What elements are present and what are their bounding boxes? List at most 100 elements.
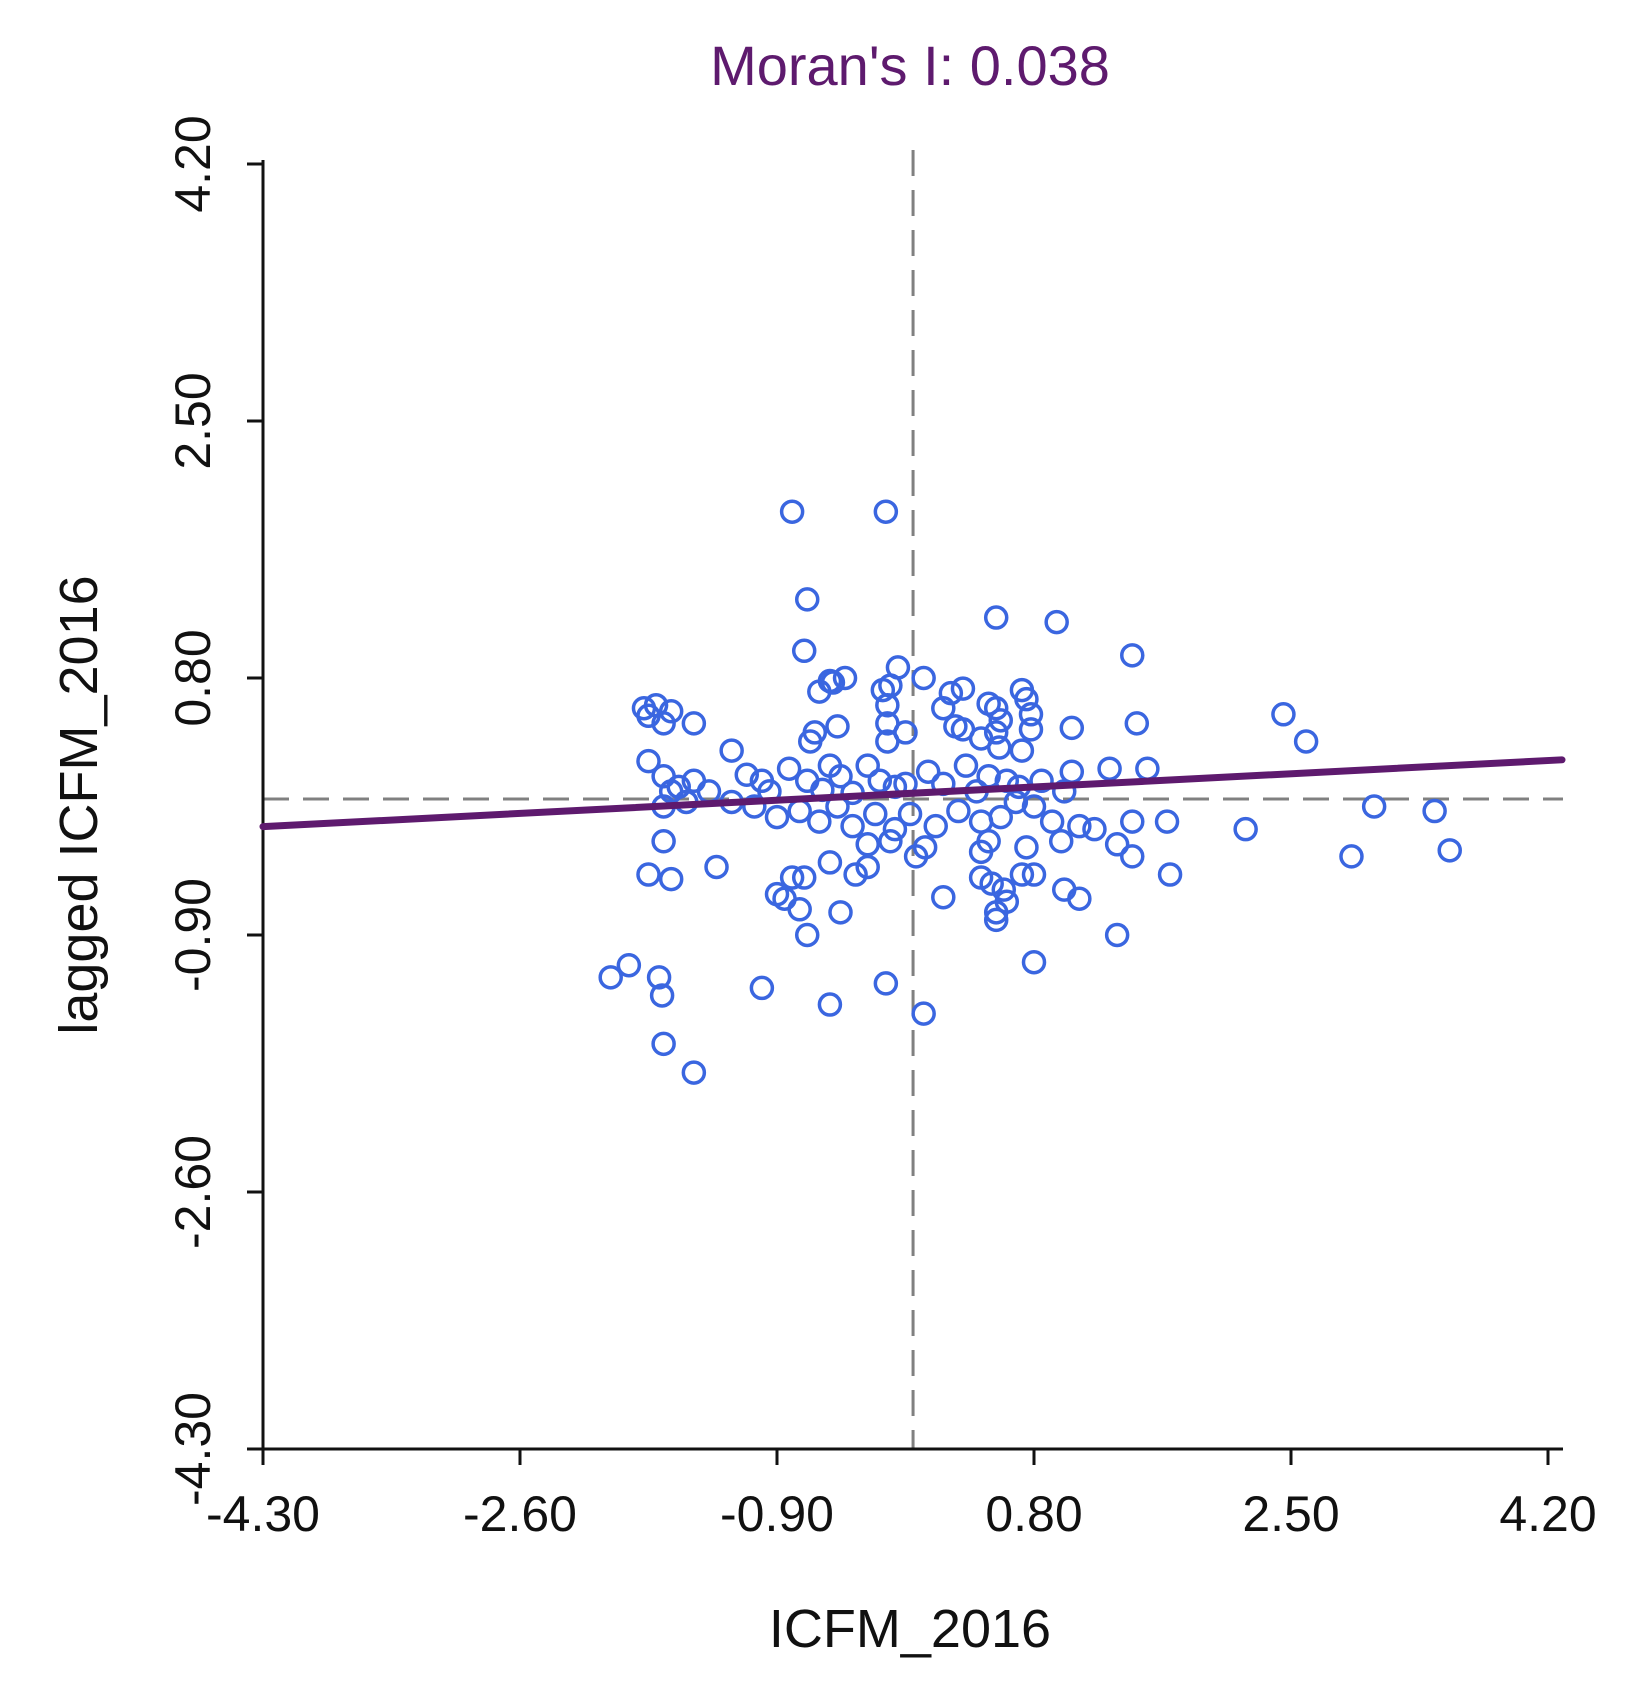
- data-point: [817, 850, 843, 875]
- data-point: [855, 854, 880, 880]
- data-point: [1018, 717, 1044, 742]
- data-point: [873, 971, 899, 996]
- data-point: [787, 897, 812, 922]
- y-tick-label: -0.90: [165, 878, 221, 992]
- data-point: [704, 854, 729, 880]
- data-point: [1104, 922, 1130, 948]
- data-point: [855, 753, 880, 778]
- data-point: [681, 711, 707, 736]
- data-point: [867, 768, 893, 794]
- data-point: [1120, 844, 1145, 869]
- data-point: [1067, 813, 1092, 839]
- data-point: [1059, 759, 1085, 784]
- data-point: [651, 829, 676, 854]
- data-point: [807, 809, 832, 834]
- y-axis-title: lagged ICFM_2016: [49, 575, 109, 1034]
- data-point: [787, 798, 812, 824]
- data-point: [1029, 768, 1054, 794]
- data-point: [983, 605, 1009, 630]
- data-point: [616, 952, 642, 978]
- data-point: [983, 907, 1009, 933]
- data-point: [840, 813, 865, 839]
- data-point: [875, 711, 900, 736]
- data-point: [1021, 794, 1047, 819]
- x-tick-label: 0.80: [985, 1486, 1082, 1542]
- data-point: [911, 1001, 936, 1026]
- x-tick-label: -0.90: [720, 1486, 834, 1542]
- data-point: [1124, 711, 1150, 736]
- data-point: [931, 695, 956, 721]
- data-point: [807, 679, 832, 704]
- data-point: [828, 764, 853, 789]
- data-point: [991, 877, 1017, 902]
- chart-title: Moran's I: 0.038: [710, 34, 1110, 97]
- data-point: [779, 499, 805, 524]
- data-point: [953, 753, 979, 778]
- data-point: [988, 708, 1013, 733]
- data-point: [798, 729, 823, 754]
- data-point: [875, 729, 900, 754]
- data-point: [828, 900, 853, 925]
- data-point: [873, 499, 899, 524]
- data-points: [598, 499, 1462, 1085]
- data-point: [1048, 829, 1074, 854]
- x-tick-label: 2.50: [1242, 1486, 1339, 1542]
- mean-lines: [263, 150, 1563, 1449]
- data-point: [968, 809, 994, 834]
- data-point: [734, 762, 760, 788]
- data-point: [976, 829, 1001, 854]
- x-axis-title: ICFM_2016: [769, 1599, 1051, 1659]
- data-point: [875, 692, 900, 718]
- x-tick-label: -2.60: [463, 1486, 577, 1542]
- y-tick-label: 2.50: [165, 372, 221, 469]
- y-tick-label: 0.80: [165, 629, 221, 726]
- data-point: [1082, 816, 1107, 842]
- data-point: [863, 801, 888, 827]
- data-point: [825, 714, 850, 739]
- y-tick-label: -2.60: [165, 1135, 221, 1249]
- data-point: [1021, 949, 1047, 975]
- data-point: [1422, 798, 1447, 824]
- data-point: [1018, 702, 1044, 727]
- data-point: [1361, 794, 1387, 819]
- data-point: [1014, 835, 1039, 860]
- data-point: [979, 871, 1004, 896]
- data-point: [779, 865, 805, 890]
- data-point: [1120, 643, 1145, 668]
- data-point: [749, 975, 775, 1001]
- data-point: [776, 756, 802, 781]
- data-point: [912, 835, 938, 860]
- data-point: [646, 965, 672, 990]
- data-point: [832, 665, 858, 691]
- data-point: [636, 862, 661, 887]
- data-point: [1120, 809, 1145, 834]
- data-point: [843, 862, 868, 887]
- data-point: [1044, 609, 1069, 635]
- data-point: [1009, 738, 1035, 763]
- data-point: [983, 695, 1009, 721]
- data-point: [882, 816, 908, 842]
- data-point: [794, 587, 820, 612]
- data-point: [742, 794, 767, 819]
- data-point: [651, 711, 676, 736]
- data-point: [598, 965, 623, 990]
- data-point: [946, 798, 971, 824]
- x-tick-label: -4.30: [206, 1486, 320, 1542]
- data-point: [983, 720, 1009, 745]
- data-point: [1437, 838, 1462, 863]
- data-point: [636, 748, 661, 774]
- data-point: [794, 922, 820, 948]
- data-point: [649, 983, 675, 1008]
- data-point: [911, 665, 936, 691]
- data-point: [631, 695, 657, 721]
- data-point: [1293, 729, 1319, 754]
- data-point: [1009, 862, 1035, 887]
- data-point: [658, 866, 684, 892]
- data-point: [1067, 886, 1092, 911]
- data-point: [986, 735, 1012, 760]
- data-point: [950, 676, 976, 701]
- data-point: [931, 884, 956, 910]
- data-point: [1135, 756, 1160, 781]
- data-point: [1271, 702, 1296, 727]
